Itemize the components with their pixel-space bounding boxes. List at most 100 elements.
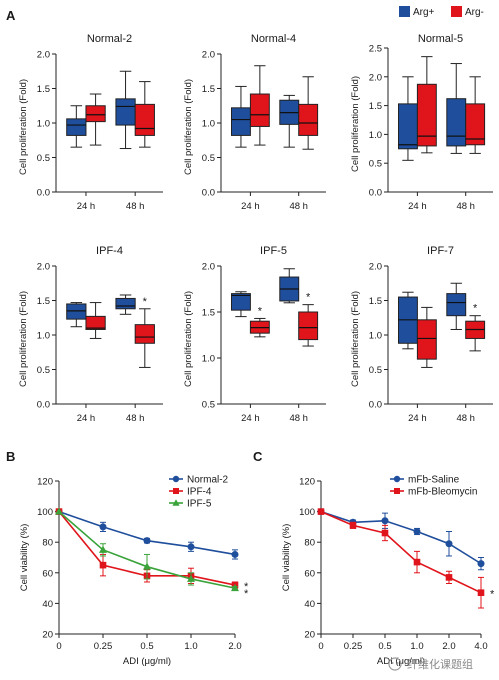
y-tick-label: 40: [304, 599, 315, 610]
box-body: [231, 107, 251, 136]
box-body: [416, 83, 437, 147]
charts: Normal-2 0.0 0.5 1.0 1.5 2.0 Cell proliferatio…: [18, 33, 495, 667]
box-body: [66, 118, 87, 136]
box-arg-48h: [298, 76, 319, 150]
x-tick-label: 24 h: [241, 413, 260, 424]
y-tick-label: 2.0: [37, 50, 50, 61]
legend-marker: [172, 475, 180, 483]
boxplot-6: IPF-7 0.0 0.5 1.0 1.5 2.0 Cell proliferation (…: [350, 245, 493, 424]
series-line: [320, 510, 482, 565]
legend-entry: Normal-2: [169, 475, 229, 486]
box-arg-48h: [446, 282, 467, 330]
significance-star: *: [244, 581, 249, 593]
linechart-b: 20 40 60 80 100 120 0 0.25 0.5 1.0 2.0 ADI (μg/ml) C…: [19, 475, 249, 668]
box-body: [66, 303, 87, 320]
box-arg-48h: [115, 70, 136, 150]
panel-label-b: B: [6, 449, 15, 464]
y-tick-label: 20: [42, 630, 53, 641]
y-tick-label: 120: [37, 477, 53, 488]
x-tick-label: 24 h: [408, 201, 427, 212]
y-tick-label: 2.5: [369, 44, 382, 55]
data-point: [477, 560, 485, 568]
legend-label: Normal-2: [187, 475, 229, 486]
y-tick-label: 1.5: [202, 308, 215, 319]
box-arg-48h: [446, 63, 467, 154]
data-point: [99, 561, 107, 569]
boxplot-1: Normal-2 0.0 0.5 1.0 1.5 2.0 Cell proliferatio…: [18, 33, 163, 212]
y-tick-label: 1.5: [369, 101, 382, 112]
y-tick-label: 0.5: [202, 400, 215, 411]
series-normal-2: [55, 508, 239, 560]
box-body: [416, 319, 437, 360]
chart-title: Normal-4: [251, 33, 296, 45]
data-point: [99, 523, 107, 531]
box-arg-24h: [398, 291, 418, 350]
y-tick-label: 2.0: [202, 262, 215, 273]
legend-entry: IPF-5: [169, 499, 212, 510]
x-tick-label: 0.5: [140, 641, 153, 652]
x-tick-label: 0.5: [378, 641, 391, 652]
panel-label-a: A: [6, 8, 16, 23]
box-arg-24h: [66, 105, 87, 148]
y-tick-label: 0.0: [37, 400, 50, 411]
x-tick-label: 0: [56, 641, 61, 652]
data-point: [413, 558, 421, 566]
legend-marker: [173, 488, 179, 494]
y-tick-label: 20: [304, 630, 315, 641]
y-tick-label: 1.5: [369, 296, 382, 307]
y-tick-label: 60: [304, 568, 315, 579]
legend-label: mFb-Bleomycin: [408, 487, 477, 498]
box-arg-24h: [66, 302, 87, 328]
y-tick-label: 2.0: [369, 72, 382, 83]
data-point: [413, 527, 421, 535]
box-arg-24h: [85, 93, 106, 146]
legend-label: IPF-5: [187, 499, 212, 510]
y-tick-label: 1.5: [37, 296, 50, 307]
chart-title: Normal-2: [87, 33, 132, 45]
y-tick-label: 120: [299, 477, 315, 488]
box-body: [115, 297, 136, 310]
boxplot-4: IPF-4 0.0 0.5 1.0 1.5 2.0 Cell proliferation (…: [18, 245, 163, 424]
box-arg-48h: [465, 76, 486, 154]
series-ipf-5: [55, 507, 239, 592]
box-arg-48h: [134, 308, 155, 368]
data-point: [99, 545, 107, 553]
x-tick-label: 1.0: [410, 641, 423, 652]
box-arg-24h: [249, 317, 270, 338]
box-arg-48h: [279, 268, 300, 304]
x-tick-label: 48 h: [126, 201, 145, 212]
y-tick-label: 0.5: [37, 365, 50, 376]
box-body: [249, 93, 270, 127]
box-arg-24h: [85, 302, 106, 339]
y-tick-label: 2.0: [37, 262, 50, 273]
box-body: [298, 311, 319, 341]
x-tick-label: 48 h: [456, 201, 475, 212]
data-point: [231, 583, 239, 592]
significance-star: *: [306, 292, 311, 304]
box-body: [446, 98, 467, 147]
x-tick-label: 4.0: [474, 641, 487, 652]
x-tick-label: 24 h: [408, 413, 427, 424]
box-body: [446, 293, 467, 317]
data-point: [187, 574, 195, 582]
series-line: [320, 510, 482, 594]
data-point: [187, 543, 195, 551]
data-point: [143, 562, 151, 570]
box-arg-24h: [416, 56, 437, 154]
box-arg-48h: [298, 304, 319, 347]
y-tick-label: 1.5: [202, 84, 215, 95]
significance-star: *: [244, 588, 249, 600]
data-point: [231, 550, 239, 558]
legend-entry: IPF-4: [169, 487, 212, 498]
box-arg-48h: [134, 81, 155, 148]
data-point: [477, 589, 485, 596]
y-tick-label: 1.0: [37, 331, 50, 342]
y-tick-label: 1.0: [369, 331, 382, 342]
y-tick-label: 0.0: [37, 188, 50, 199]
data-point: [55, 507, 63, 515]
boxplot-3: Normal-5 0.0 0.5 1.0 1.5 2.0 2.5 Cell prolifera…: [350, 33, 493, 212]
x-tick-label: 2.0: [442, 641, 455, 652]
y-tick-label: 1.0: [369, 130, 382, 141]
